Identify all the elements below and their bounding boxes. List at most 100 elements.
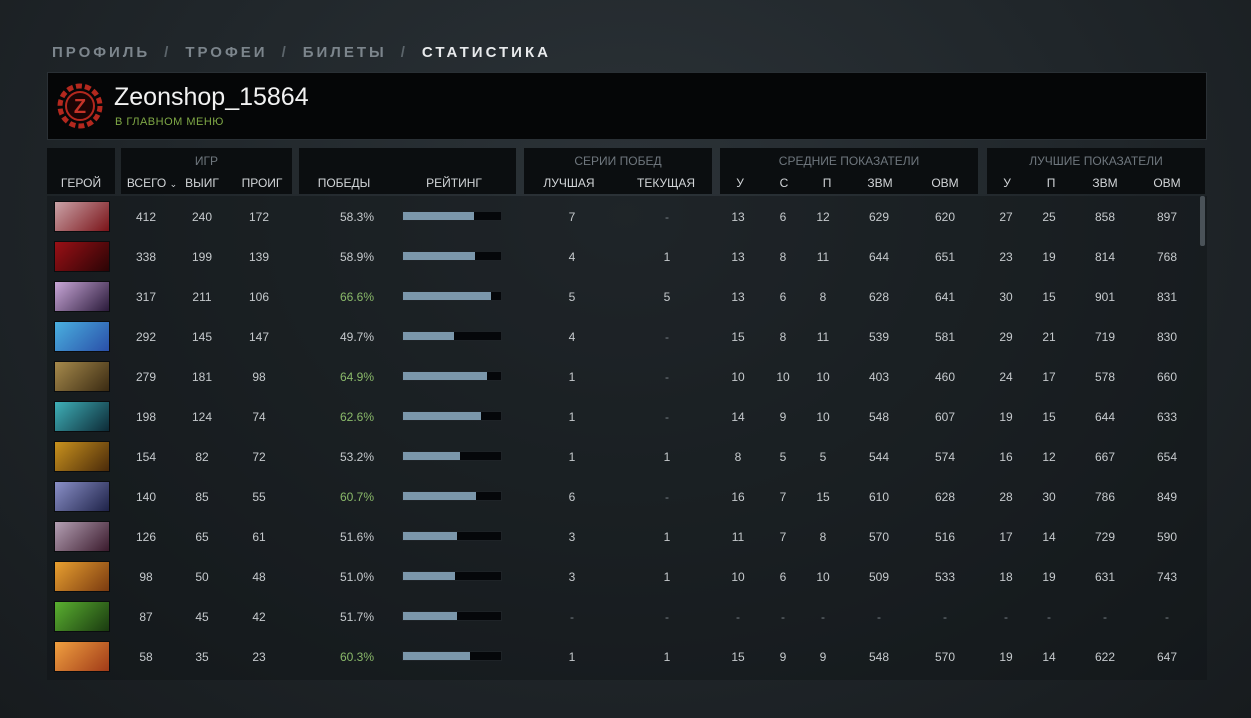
cell-avg-assists: 15	[816, 490, 830, 504]
rating-bar-fill	[403, 492, 476, 500]
hero-lina-icon[interactable]	[54, 561, 110, 592]
header-best-assists[interactable]: П	[1046, 176, 1056, 190]
header-best-streak[interactable]: ЛУЧШАЯ	[543, 176, 595, 190]
hero-anti-mage-icon[interactable]	[54, 281, 110, 312]
chevron-down-icon: ⌄	[169, 179, 178, 189]
cell-best-xpm: 901	[1094, 290, 1116, 304]
hero-lina-alt-icon[interactable]	[54, 641, 110, 672]
header-avg-kills[interactable]: У	[736, 176, 744, 190]
header-performance-block: ПОБЕДЫ РЕЙТИНГ	[299, 148, 516, 194]
cell-avg-xpm: 548	[868, 410, 890, 424]
header-hero[interactable]: ГЕРОЙ	[60, 176, 102, 190]
cell-best-streak: 4	[568, 330, 576, 344]
cell-best-xpm: 644	[1094, 410, 1116, 424]
table-row[interactable]: 58 35 23 60.3% 1 1 15 9 9 548 570 19 14 622 647	[47, 637, 1197, 677]
cell-winrate: 53.2%	[339, 450, 375, 464]
nav-tab-3[interactable]: СТАТИСТИКА	[421, 44, 551, 61]
rating-bar-fill	[403, 212, 474, 220]
cell-best-assists: 21	[1042, 330, 1056, 344]
cell-losses: 42	[252, 610, 266, 624]
header-best-xpm[interactable]: ЗВМ	[1092, 176, 1118, 190]
table-row[interactable]: 292 145 147 49.7% 4 - 15 8 11 539 581 29 21 719 830	[47, 317, 1197, 357]
hero-alchemist-icon[interactable]	[54, 361, 110, 392]
table-row[interactable]: 98 50 48 51.0% 3 1 10 6 10 509 533 18 19 631 743	[47, 557, 1197, 597]
header-rating[interactable]: РЕЙТИНГ	[426, 176, 482, 190]
header-current-streak[interactable]: ТЕКУЩАЯ	[636, 176, 695, 190]
cell-avg-assists: -	[821, 610, 825, 624]
cell-avg-gpm: 628	[934, 490, 956, 504]
cell-wins: 124	[191, 410, 213, 424]
cell-avg-kills: 13	[731, 210, 745, 224]
header-best-group: ЛУЧШИЕ ПОКАЗАТЕЛИ	[1029, 154, 1163, 168]
table-row[interactable]: 154 82 72 53.2% 1 1 8 5 5 544 574 16 12 667 654	[47, 437, 1197, 477]
header-avg-assists[interactable]: П	[822, 176, 832, 190]
header-winrate[interactable]: ПОБЕДЫ	[317, 176, 371, 190]
cell-total: 279	[135, 370, 157, 384]
hero-puck-icon[interactable]	[54, 321, 110, 352]
rating-bar	[402, 531, 502, 541]
cell-avg-deaths: 6	[779, 290, 787, 304]
hero-invoker-icon[interactable]	[54, 201, 110, 232]
cell-best-streak: 1	[568, 450, 576, 464]
table-row[interactable]: 87 45 42 51.7% - - - - - - - - - - -	[47, 597, 1197, 637]
table-row[interactable]: 279 181 98 64.9% 1 - 10 10 10 403 460 24 17 578 660	[47, 357, 1197, 397]
table-row[interactable]: 317 211 106 66.6% 5 5 13 6 8 628 641 30 15 901 831	[47, 277, 1197, 317]
header-best-kills[interactable]: У	[1003, 176, 1011, 190]
rating-bar-fill	[403, 372, 488, 380]
cell-avg-kills: 13	[731, 290, 745, 304]
nav-tab-2[interactable]: БИЛЕТЫ	[302, 44, 387, 61]
header-wins[interactable]: ВЫИГ	[185, 176, 219, 190]
header-avg-xpm[interactable]: ЗВМ	[867, 176, 893, 190]
cell-avg-xpm: 544	[868, 450, 890, 464]
header-losses[interactable]: ПРОИГ	[241, 176, 283, 190]
cell-best-xpm: 786	[1094, 490, 1116, 504]
header-best-gpm[interactable]: ОВМ	[1153, 176, 1181, 190]
hero-shadow-fiend-icon[interactable]	[54, 241, 110, 272]
table-row[interactable]: 412 240 172 58.3% 7 - 13 6 12 629 620 27 25 858 897	[47, 197, 1197, 237]
cell-wins: 85	[195, 490, 209, 504]
nav-tab-1[interactable]: ТРОФЕИ	[185, 44, 268, 61]
hero-queen-of-pain-icon[interactable]	[54, 521, 110, 552]
hero-void-spirit-icon[interactable]	[54, 481, 110, 512]
hero-morphling-icon[interactable]	[54, 401, 110, 432]
header-avg-deaths[interactable]: С	[779, 176, 789, 190]
cell-avg-deaths: 8	[779, 250, 787, 264]
nav-tab-0[interactable]: ПРОФИЛЬ	[52, 44, 151, 61]
rating-bar	[402, 331, 502, 341]
table-row[interactable]: 140 85 55 60.7% 6 - 16 7 15 610 628 28 30 786 849	[47, 477, 1197, 517]
cell-losses: 72	[252, 450, 266, 464]
table-row[interactable]: 198 124 74 62.6% 1 - 14 9 10 548 607 19 15 644 633	[47, 397, 1197, 437]
cell-winrate: 66.6%	[339, 290, 375, 304]
table-row[interactable]: 126 65 61 51.6% 3 1 11 7 8 570 516 17 14 729 590	[47, 517, 1197, 557]
cell-avg-deaths: 6	[779, 210, 787, 224]
rating-bar	[402, 411, 502, 421]
table-row[interactable]: 338 199 139 58.9% 4 1 13 8 11 644 651 23 19 814 768	[47, 237, 1197, 277]
cell-avg-kills: 16	[731, 490, 745, 504]
hero-juggernaut-icon[interactable]	[54, 441, 110, 472]
header-total[interactable]: ВСЕГО ⌄	[126, 176, 178, 190]
header-avg-block: СРЕДНИЕ ПОКАЗАТЕЛИ У С П ЗВМ ОВМ	[720, 148, 978, 194]
hero-rubick-icon[interactable]	[54, 601, 110, 632]
header-avg-gpm[interactable]: ОВМ	[931, 176, 959, 190]
profile-logo-icon[interactable]: Z	[56, 82, 104, 130]
rating-bar-fill	[403, 572, 455, 580]
rating-bar	[402, 651, 502, 661]
cell-best-streak: -	[570, 610, 574, 624]
cell-best-assists: -	[1047, 610, 1051, 624]
scrollbar[interactable]	[1200, 196, 1205, 246]
rating-bar	[402, 451, 502, 461]
cell-avg-deaths: -	[781, 610, 785, 624]
stats-table: ГЕРОЙ ИГР ВСЕГО ⌄ ВЫИГ ПРОИГ ПОБЕДЫ РЕЙТ…	[47, 148, 1207, 680]
cell-current-streak: -	[665, 490, 669, 504]
header-streak-group: СЕРИИ ПОБЕД	[574, 154, 662, 168]
cell-total: 412	[135, 210, 157, 224]
breadcrumb-separator: /	[281, 44, 289, 61]
cell-current-streak: -	[665, 610, 669, 624]
cell-avg-kills: 15	[731, 330, 745, 344]
cell-avg-gpm: 641	[934, 290, 956, 304]
cell-losses: 23	[252, 650, 266, 664]
cell-best-kills: 30	[999, 290, 1013, 304]
cell-best-kills: 24	[999, 370, 1013, 384]
cell-losses: 139	[248, 250, 270, 264]
cell-best-assists: 14	[1042, 650, 1056, 664]
